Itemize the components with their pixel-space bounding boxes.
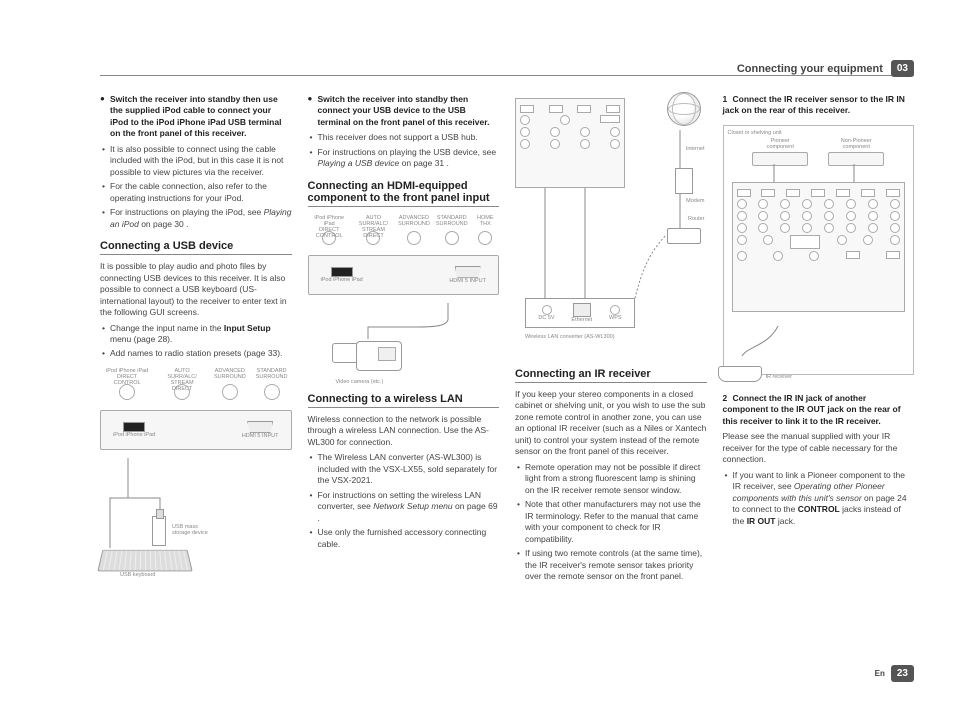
eth-label: Ethernet: [571, 317, 592, 323]
column-3: Internet Modem Router DC 5V Ethernet WPS…: [515, 90, 707, 586]
ir-cable-icon: [728, 326, 788, 366]
c1-b3: For instructions on playing the iPod, se…: [100, 207, 292, 230]
knob-label-4: STANDARD SURROUND: [436, 215, 468, 229]
knob-icon: [264, 384, 280, 400]
c4-list: If you want to link a Pioneer component …: [723, 470, 915, 527]
ir-receiver-icon: [718, 366, 762, 382]
lan-caption: Wireless LAN converter (AS-WL300): [525, 334, 615, 340]
c1-p1: It is possible to play audio and photo f…: [100, 261, 292, 318]
usb-stick-icon: [152, 516, 166, 546]
c3-p1: If you keep your stereo components in a …: [515, 389, 707, 458]
c2-b1: This receiver does not support a USB hub…: [308, 132, 500, 143]
c2-b5: Use only the furnished accessory connect…: [308, 527, 500, 550]
keyboard-icon: [97, 550, 192, 572]
c2-h-wlan: Connecting to a wireless LAN: [308, 393, 500, 408]
c4-b1: If you want to link a Pioneer component …: [723, 470, 915, 527]
knob-label-2: AUTO SURR/ALC/ STREAM DIRECT: [355, 215, 392, 229]
internet-label: Internet: [686, 146, 705, 152]
c3-b1: Remote operation may not be possible if …: [515, 462, 707, 496]
hdmi-port-icon: [455, 266, 481, 278]
c1-lead: Switch the receiver into standby then us…: [100, 94, 292, 140]
knob-label-5: HOME THX: [474, 215, 497, 229]
ir-receiver-label: IR receiver: [766, 374, 793, 380]
modem-label: Modem: [686, 198, 704, 204]
c1-b1: It is also possible to connect using the…: [100, 144, 292, 178]
c2-lead: Switch the receiver into standby then co…: [308, 94, 500, 128]
usb-port-icon: [123, 422, 145, 432]
c2-p1: Wireless connection to the network is po…: [308, 414, 500, 448]
content-columns: Switch the receiver into standby then us…: [100, 90, 914, 586]
usb-port-label: iPod iPhone iPad: [113, 432, 155, 438]
c3-b3: If using two remote controls (at the sam…: [515, 548, 707, 582]
usb-mass-label: USB mass storage device: [172, 524, 208, 536]
c4-p1: Please see the manual supplied with your…: [723, 431, 915, 465]
c2-list1: This receiver does not support a USB hub…: [308, 132, 500, 169]
column-1: Switch the receiver into standby then us…: [100, 90, 292, 586]
knob-icon: [445, 231, 459, 245]
c2-port-panel: iPod iPhone iPad HDMI 5 INPUT: [308, 255, 500, 295]
c1-device-diagram: USB mass storage device USB keyboard: [100, 458, 292, 578]
knob-icon: [119, 384, 135, 400]
c1-b4: Change the input name in the Input Setup…: [100, 323, 292, 346]
c3-b2: Note that other manufacturers may not us…: [515, 499, 707, 545]
camera-label: Video camera (etc.): [336, 379, 384, 385]
c1-list1: It is also possible to connect using the…: [100, 144, 292, 230]
rear-panel-icon: [515, 98, 625, 188]
closet-lines-icon: [724, 164, 914, 224]
column-2: Switch the receiver into standby then co…: [308, 90, 500, 586]
keyboard-label: USB keyboard: [120, 572, 155, 578]
c1-knob-row: iPod iPhone iPad DIRECT CONTROL AUTO SUR…: [100, 368, 292, 402]
modem-icon: [675, 168, 693, 194]
c2-b3: The Wireless LAN converter (AS-WL300) is…: [308, 452, 500, 486]
c1-list2: Change the input name in the Input Setup…: [100, 323, 292, 360]
usb-port-icon: [331, 267, 353, 277]
header: Connecting your equipment 03: [737, 60, 914, 77]
c2-b2: For instructions on playing the USB devi…: [308, 147, 500, 170]
c3-list: Remote operation may not be possible if …: [515, 462, 707, 583]
knob-icon: [222, 384, 238, 400]
c1-h-usb: Connecting a USB device: [100, 240, 292, 255]
globe-icon: [667, 92, 701, 126]
lan-converter-icon: DC 5V Ethernet WPS: [525, 298, 635, 328]
c1-b2: For the cable connection, also refer to …: [100, 181, 292, 204]
nonpioneer-label: Non-Pioneer component: [828, 138, 884, 150]
c2-h-hdmi: Connecting an HDMI-equipped component to…: [308, 180, 500, 207]
camera-icon: [332, 333, 402, 377]
c4-step2: 2Connect the IR IN jack of another compo…: [723, 393, 915, 427]
c2-knob-row: iPod iPhone iPad DIRECT CONTROL AUTO SUR…: [308, 215, 500, 247]
c4-step1: 1Connect the IR receiver sensor to the I…: [723, 94, 915, 117]
router-label: Router: [688, 216, 705, 222]
dc5v-label: DC 5V: [538, 315, 554, 321]
column-4: 1Connect the IR receiver sensor to the I…: [723, 90, 915, 586]
c3-h-ir: Connecting an IR receiver: [515, 368, 707, 383]
chapter-badge: 03: [891, 60, 914, 77]
closet-label: Closet or shelving unit: [728, 130, 910, 136]
c4-closet-diagram: Closet or shelving unit Pioneer componen…: [723, 125, 915, 375]
knob-label-4: STANDARD SURROUND: [256, 368, 288, 382]
hdmi-port-label: HDMI 5 INPUT: [449, 278, 486, 284]
knob-icon: [407, 231, 421, 245]
knob-label-1: iPod iPhone iPad DIRECT CONTROL: [310, 215, 349, 229]
c2-camera-diagram: Video camera (etc.): [308, 303, 500, 383]
c3-network-diagram: Internet Modem Router DC 5V Ethernet WPS…: [515, 98, 707, 358]
lang-label: En: [875, 669, 885, 678]
router-icon: [667, 228, 701, 244]
wps-label: WPS: [609, 315, 622, 321]
footer: En 23: [875, 665, 914, 682]
hdmi-port-icon: [247, 421, 273, 433]
knob-label-2: AUTO SURR/ALC/ STREAM DIRECT: [160, 368, 204, 382]
c1-port-panel: iPod iPhone iPad HDMI 5 INPUT: [100, 410, 292, 450]
knob-label-3: ADVANCED SURROUND: [214, 368, 246, 382]
knob-label-1: iPod iPhone iPad DIRECT CONTROL: [104, 368, 150, 382]
c1-b5: Add names to radio station presets (page…: [100, 348, 292, 359]
knob-label-3: ADVANCED SURROUND: [398, 215, 430, 229]
usb-port-label: iPod iPhone iPad: [321, 277, 363, 283]
knob-icon: [478, 231, 492, 245]
c2-b4: For instructions on setting the wireless…: [308, 490, 500, 524]
pioneer-label: Pioneer component: [752, 138, 808, 150]
hdmi-port-label: HDMI 5 INPUT: [242, 433, 279, 439]
header-title: Connecting your equipment: [737, 63, 883, 75]
page-badge: 23: [891, 665, 914, 682]
c2-list2: The Wireless LAN converter (AS-WL300) is…: [308, 452, 500, 550]
